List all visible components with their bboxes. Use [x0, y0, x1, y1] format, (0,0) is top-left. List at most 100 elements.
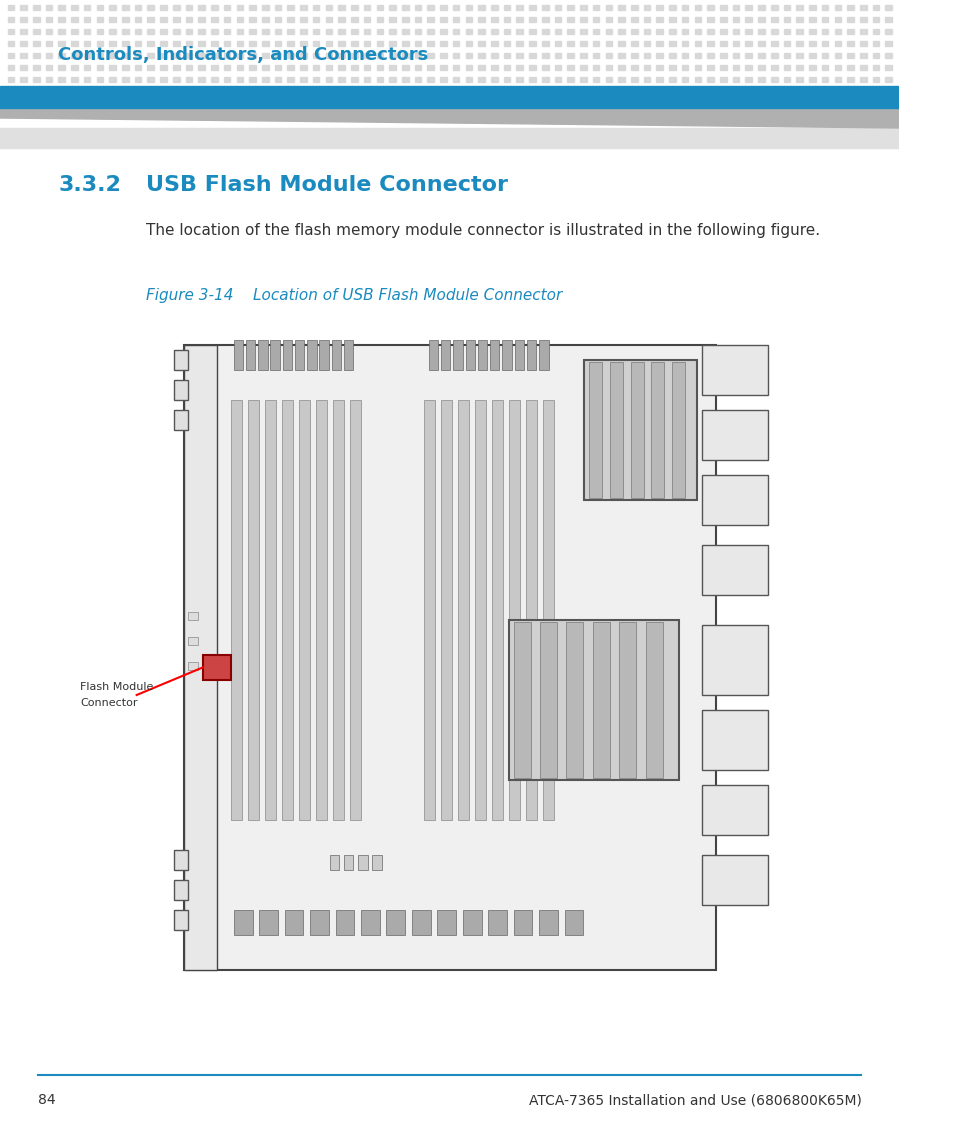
Bar [148, 89, 154, 94]
Text: Flash Module: Flash Module [80, 682, 153, 692]
Bar [96, 77, 103, 82]
Text: 3.3.2: 3.3.2 [58, 175, 121, 195]
Bar [415, 65, 421, 70]
Bar [453, 77, 459, 82]
Bar [846, 53, 853, 58]
Bar [554, 5, 560, 10]
Bar [58, 17, 65, 22]
Bar [224, 77, 231, 82]
Bar [808, 65, 815, 70]
Bar [701, 345, 767, 395]
Bar [198, 89, 205, 94]
Bar [554, 77, 560, 82]
Bar [643, 65, 650, 70]
Bar [338, 65, 345, 70]
Bar [694, 89, 700, 94]
Bar [453, 65, 459, 70]
Bar [389, 65, 395, 70]
Bar [529, 53, 536, 58]
Bar [287, 29, 294, 34]
Bar [439, 17, 446, 22]
Bar [592, 53, 598, 58]
Bar [0, 86, 898, 108]
Bar [706, 17, 713, 22]
Text: USB Flash Module Connector: USB Flash Module Connector [146, 175, 508, 195]
Bar [439, 65, 446, 70]
Text: The location of the flash memory module connector is illustrated in the followin: The location of the flash memory module … [146, 222, 820, 237]
Bar [274, 41, 281, 46]
Bar [694, 17, 700, 22]
Bar [859, 5, 865, 10]
Bar [503, 41, 510, 46]
Bar [351, 29, 357, 34]
Bar [758, 53, 764, 58]
Bar [706, 41, 713, 46]
Bar [122, 5, 129, 10]
Bar [401, 17, 408, 22]
Bar [758, 41, 764, 46]
Bar [415, 89, 421, 94]
Bar [20, 5, 27, 10]
Bar [174, 410, 189, 431]
Bar [401, 41, 408, 46]
Bar [363, 5, 370, 10]
Bar [706, 65, 713, 70]
Bar [618, 17, 624, 22]
Bar [701, 785, 767, 835]
Bar [265, 400, 275, 820]
Bar [694, 41, 700, 46]
Bar [618, 41, 624, 46]
Bar [846, 41, 853, 46]
Bar [236, 53, 243, 58]
Bar [884, 41, 891, 46]
Bar [782, 41, 789, 46]
Bar [744, 89, 751, 94]
Text: Figure 3-14    Location of USB Flash Module Connector: Figure 3-14 Location of USB Flash Module… [146, 287, 561, 302]
Bar [508, 619, 678, 780]
Bar [20, 77, 27, 82]
Bar [808, 41, 815, 46]
Bar [453, 5, 459, 10]
Bar [872, 65, 879, 70]
Bar [351, 77, 357, 82]
Bar [671, 362, 684, 498]
Bar [694, 5, 700, 10]
Bar [110, 5, 116, 10]
Bar [186, 65, 193, 70]
Bar [186, 89, 193, 94]
Bar [706, 89, 713, 94]
Bar [491, 89, 497, 94]
Bar [313, 41, 319, 46]
Bar [884, 53, 891, 58]
Bar [325, 89, 332, 94]
Bar [84, 17, 91, 22]
Bar [720, 53, 726, 58]
Bar [274, 29, 281, 34]
Bar [516, 29, 522, 34]
Bar [338, 17, 345, 22]
Bar [46, 77, 52, 82]
Bar [401, 65, 408, 70]
Bar [465, 41, 472, 46]
Bar [160, 65, 167, 70]
Bar [233, 910, 253, 935]
Bar [656, 53, 662, 58]
Bar [701, 475, 767, 526]
Bar [502, 340, 511, 370]
Bar [529, 65, 536, 70]
Bar [491, 65, 497, 70]
Bar [834, 65, 841, 70]
Bar [744, 17, 751, 22]
Bar [796, 65, 802, 70]
Bar [122, 41, 129, 46]
Bar [720, 29, 726, 34]
Bar [84, 53, 91, 58]
Bar [821, 5, 827, 10]
Bar [300, 65, 307, 70]
Bar [46, 65, 52, 70]
Bar [592, 65, 598, 70]
Bar [174, 350, 189, 370]
Bar [372, 855, 381, 870]
Bar [529, 29, 536, 34]
Bar [529, 5, 536, 10]
